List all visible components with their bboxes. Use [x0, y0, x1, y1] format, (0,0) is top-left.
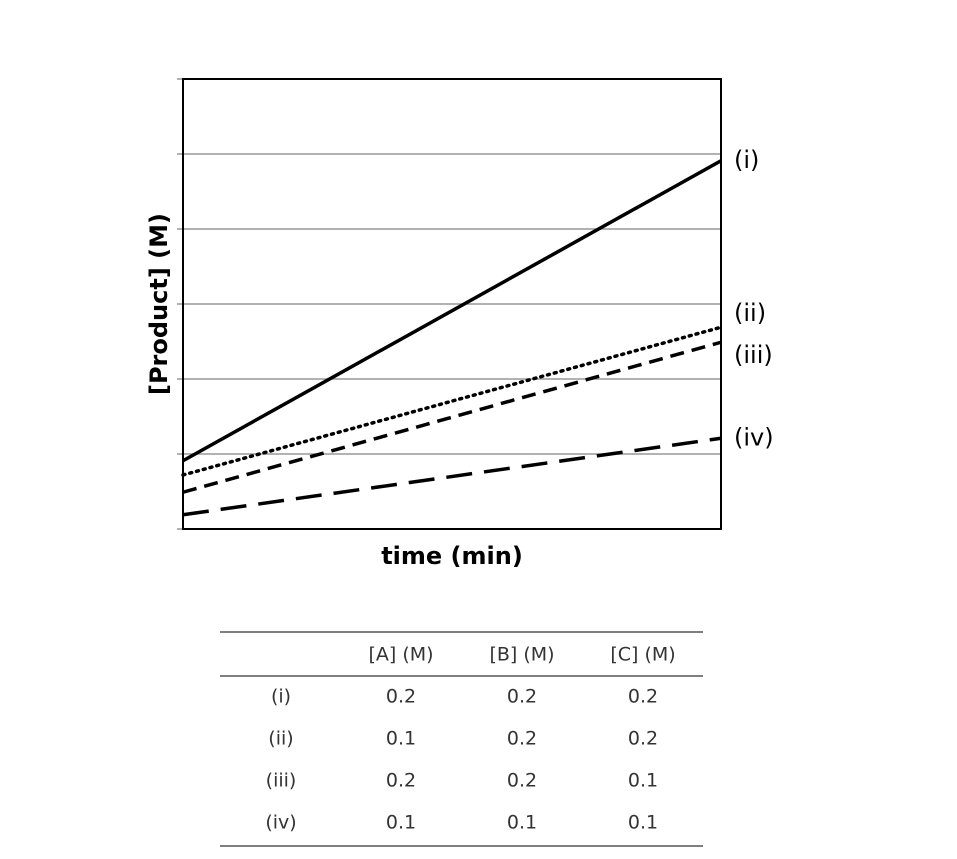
series-label: (iii) — [734, 341, 773, 369]
table-header: [A] (M) — [368, 644, 433, 666]
row-label: (iv) — [265, 812, 296, 834]
series-label: (i) — [734, 146, 759, 174]
row-label: (iii) — [266, 770, 297, 792]
y-axis-label: [Product] (M) — [145, 213, 173, 395]
table-cell: 0.2 — [507, 770, 537, 792]
x-axis-label: time (min) — [381, 542, 523, 570]
table-header: [B] (M) — [489, 644, 554, 666]
table-cell: 0.1 — [386, 728, 416, 750]
table-cell: 0.1 — [628, 770, 658, 792]
table-cell: 0.2 — [386, 770, 416, 792]
series-label: (ii) — [734, 299, 766, 327]
table-cell: 0.2 — [507, 728, 537, 750]
table-cell: 0.1 — [628, 812, 658, 834]
series-line — [181, 325, 723, 477]
series-line — [182, 436, 722, 517]
row-label: (i) — [271, 686, 291, 708]
series-line — [182, 159, 722, 463]
table-cell: 0.1 — [386, 812, 416, 834]
series-label: (iv) — [734, 423, 774, 451]
table-cell: 0.1 — [507, 812, 537, 834]
row-label: (ii) — [268, 728, 293, 750]
table-cell: 0.2 — [507, 686, 537, 708]
plot-frame — [182, 78, 722, 530]
table-cell: 0.2 — [386, 686, 416, 708]
table-header: [C] (M) — [610, 644, 675, 666]
table-cell: 0.2 — [628, 686, 658, 708]
series-line — [182, 340, 722, 494]
table-cell: 0.2 — [628, 728, 658, 750]
